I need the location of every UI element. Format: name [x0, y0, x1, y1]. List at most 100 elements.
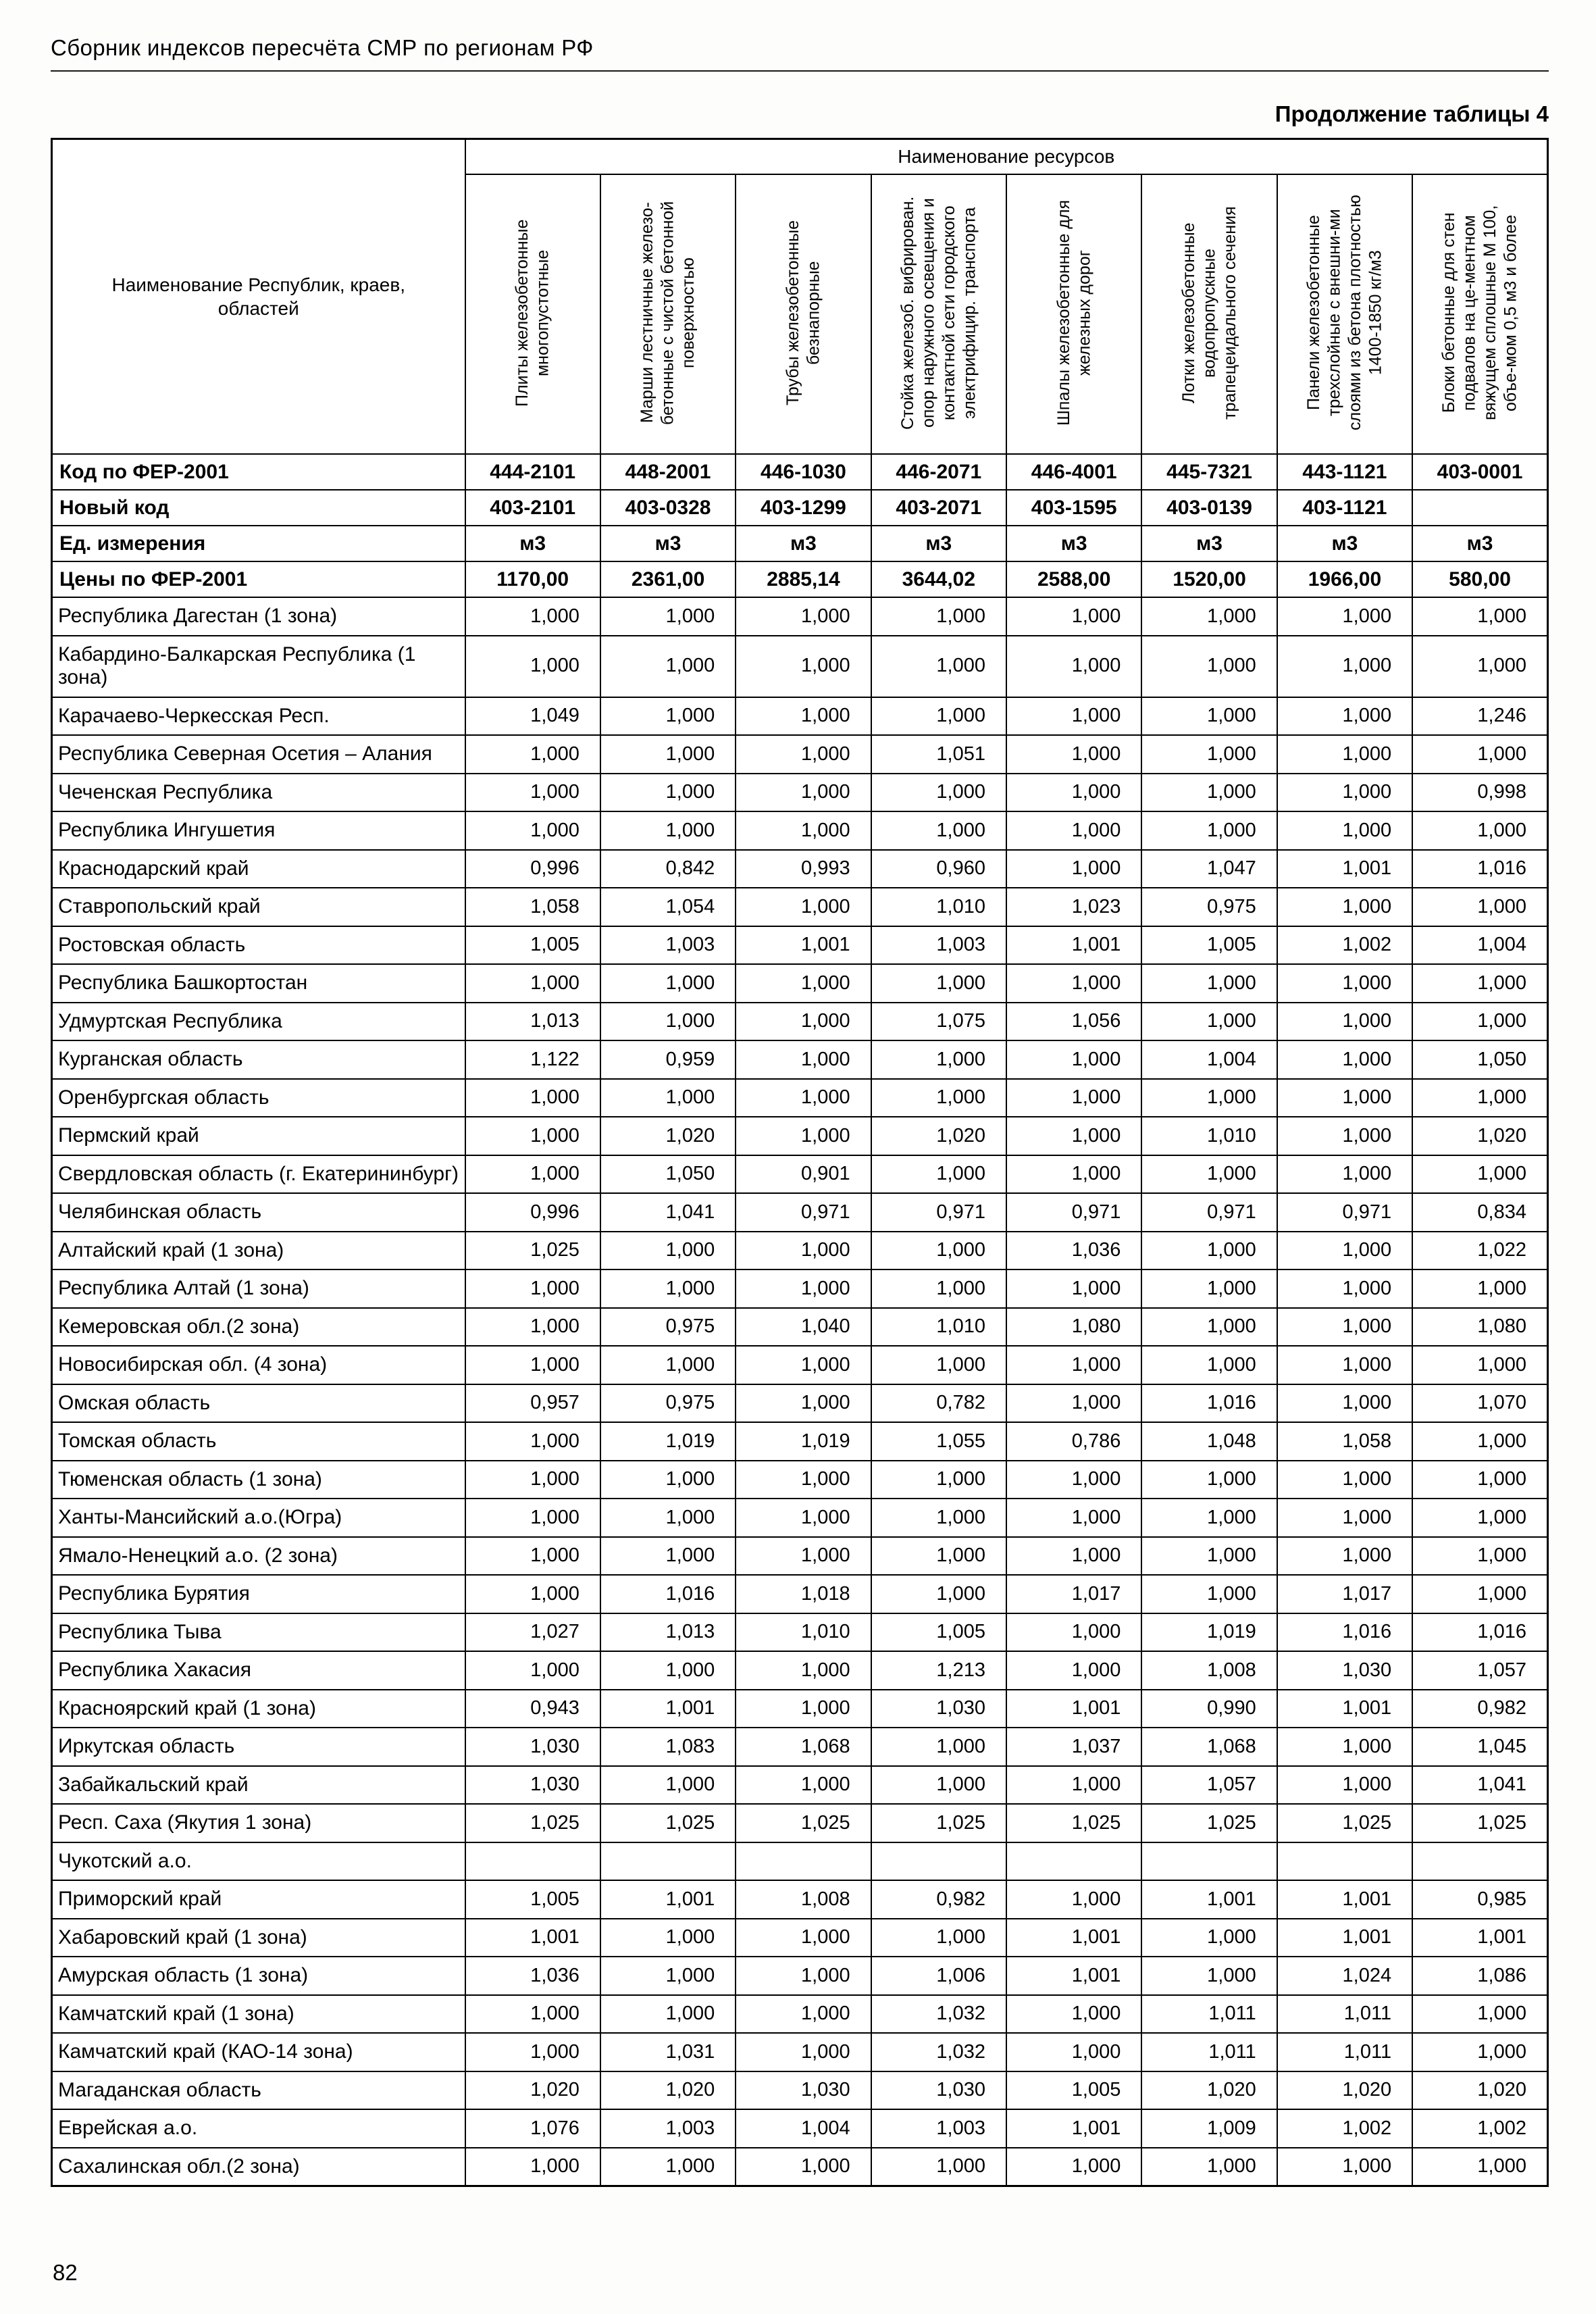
- index-value: [735, 1841, 872, 1881]
- index-value: 1,000: [870, 1574, 1008, 1614]
- index-value: 1,030: [870, 1688, 1008, 1728]
- index-value: 1,045: [1412, 1727, 1549, 1767]
- index-value: 1,016: [1141, 1383, 1278, 1423]
- index-value: 0,998: [1412, 772, 1549, 812]
- index-value: 1,000: [1005, 1536, 1143, 1576]
- index-value: 0,834: [1412, 1192, 1549, 1232]
- index-value: 1,025: [1141, 1803, 1278, 1843]
- region-name: Ростовская область: [51, 925, 466, 965]
- page-number: 82: [53, 2260, 78, 2285]
- index-value: 1,000: [1141, 1536, 1278, 1576]
- index-value: 1,000: [1276, 1727, 1414, 1767]
- index-value: 1,000: [464, 1574, 601, 1614]
- index-value: 1,080: [1005, 1307, 1143, 1347]
- index-value: 1,000: [870, 1536, 1008, 1576]
- index-value: 1,049: [464, 696, 601, 736]
- index-value: 1,000: [870, 1765, 1008, 1805]
- index-value: 1,022: [1412, 1230, 1549, 1270]
- region-name: Кемеровская обл.(2 зона): [51, 1307, 466, 1347]
- index-value: 1,025: [735, 1803, 872, 1843]
- index-value: 1,000: [1005, 963, 1143, 1003]
- region-name: Республика Северная Осетия – Алания: [51, 734, 466, 774]
- region-name: Ямало-Ненецкий а.о. (2 зона): [51, 1536, 466, 1576]
- meta-value: 403-0328: [599, 489, 737, 526]
- index-value: 1,000: [599, 1459, 737, 1499]
- column-header-6: Лотки железобетонные водопропускные трап…: [1141, 174, 1278, 455]
- index-value: 1,001: [1276, 1880, 1414, 1919]
- column-header-text: Панели железобетонные трехслойные с внеш…: [1304, 195, 1385, 430]
- index-value: 1,006: [870, 1956, 1008, 1996]
- table-row: Ямало-Ненецкий а.о. (2 зона) 1,000 1,000 1,…: [51, 1536, 1549, 1576]
- index-value: 1,050: [1412, 1040, 1549, 1080]
- index-value: 1,083: [599, 1727, 737, 1767]
- region-name: Томская область: [51, 1422, 466, 1461]
- index-value: 0,971: [735, 1192, 872, 1232]
- index-value: 1,000: [735, 1078, 872, 1117]
- column-header-1: Плиты железобетонные многопустотные: [464, 174, 601, 455]
- index-value: 1,000: [870, 2146, 1008, 2187]
- index-value: 0,901: [735, 1154, 872, 1194]
- index-value: 0,975: [599, 1307, 737, 1347]
- index-value: 1,000: [464, 1651, 601, 1690]
- meta-value: 3644,02: [870, 561, 1008, 598]
- index-value: 1,000: [735, 1040, 872, 1080]
- meta-row-label: Код по ФЕР-2001: [51, 453, 466, 491]
- region-name: Республика Бурятия: [51, 1574, 466, 1614]
- index-value: 1,001: [1005, 1917, 1143, 1957]
- resources-header: Наименование ресурсов: [464, 138, 1549, 175]
- region-name: Республика Тыва: [51, 1612, 466, 1652]
- index-value: 1,076: [464, 2109, 601, 2148]
- region-name: Ханты-Мансийский а.о.(Югра): [51, 1498, 466, 1538]
- index-value: 1,000: [735, 1269, 872, 1309]
- table-row: Камчатский край (1 зона) 1,000 1,000 1,000 1…: [51, 1994, 1549, 2034]
- index-value: 1,000: [870, 1040, 1008, 1080]
- column-header-2: Марши лестничные железо-бетонные с чисто…: [599, 174, 737, 455]
- index-value: 1,000: [464, 772, 601, 812]
- index-value: 1,000: [599, 1536, 737, 1576]
- index-value: 1,000: [870, 963, 1008, 1003]
- index-value: 1,000: [870, 772, 1008, 812]
- index-value: 1,056: [1005, 1001, 1143, 1041]
- index-value: 1,001: [599, 1688, 737, 1728]
- index-value: 1,000: [870, 1917, 1008, 1957]
- column-header-text: Марши лестничные железо-бетонные с чисто…: [638, 200, 698, 425]
- index-value: 1,032: [870, 1994, 1008, 2034]
- index-value: 1,005: [464, 1880, 601, 1919]
- index-value: 1,000: [1141, 811, 1278, 851]
- index-value: 1,020: [1141, 2070, 1278, 2110]
- index-value: 1,000: [735, 2032, 872, 2072]
- index-value: 1,020: [1412, 1116, 1549, 1156]
- region-name: Республика Башкортостан: [51, 963, 466, 1003]
- region-name: Новосибирская обл. (4 зона): [51, 1345, 466, 1385]
- index-value: 1,000: [1005, 849, 1143, 888]
- region-name: Чукотский а.о.: [51, 1841, 466, 1881]
- index-value: 1,009: [1141, 2109, 1278, 2148]
- index-value: 1,000: [735, 734, 872, 774]
- meta-row: Новый код 403-2101 403-0328 403-1299 403-207…: [51, 489, 1549, 526]
- index-value: 0,993: [735, 849, 872, 888]
- index-value: 1,000: [735, 1459, 872, 1499]
- index-value: [870, 1841, 1008, 1881]
- index-value: 1,000: [735, 1956, 872, 1996]
- index-value: 1,000: [1276, 772, 1414, 812]
- table-row: Чукотский а.о.: [51, 1841, 1549, 1881]
- index-value: 1,000: [1141, 634, 1278, 698]
- index-value: 1,000: [870, 1230, 1008, 1270]
- index-value: 1,005: [870, 1612, 1008, 1652]
- index-value: 0,842: [599, 849, 737, 888]
- region-name: Приморский край: [51, 1880, 466, 1919]
- index-value: 0,996: [464, 849, 601, 888]
- index-value: 1,025: [1412, 1803, 1549, 1843]
- index-value: [1276, 1841, 1414, 1881]
- table-row: Омская область 0,957 0,975 1,000 0,782 1,000 1…: [51, 1383, 1549, 1423]
- index-value: 0,959: [599, 1040, 737, 1080]
- index-value: 1,000: [464, 734, 601, 774]
- index-value: 1,001: [1412, 1917, 1549, 1957]
- index-value: 1,000: [870, 1498, 1008, 1538]
- region-name: Свердловская область (г. Екатерининбург): [51, 1154, 466, 1194]
- meta-value: 403-0001: [1412, 453, 1549, 491]
- index-value: 1,025: [464, 1803, 601, 1843]
- index-value: 1,000: [1276, 734, 1414, 774]
- meta-value: 403-1121: [1276, 489, 1414, 526]
- index-value: 1,000: [1412, 1498, 1549, 1538]
